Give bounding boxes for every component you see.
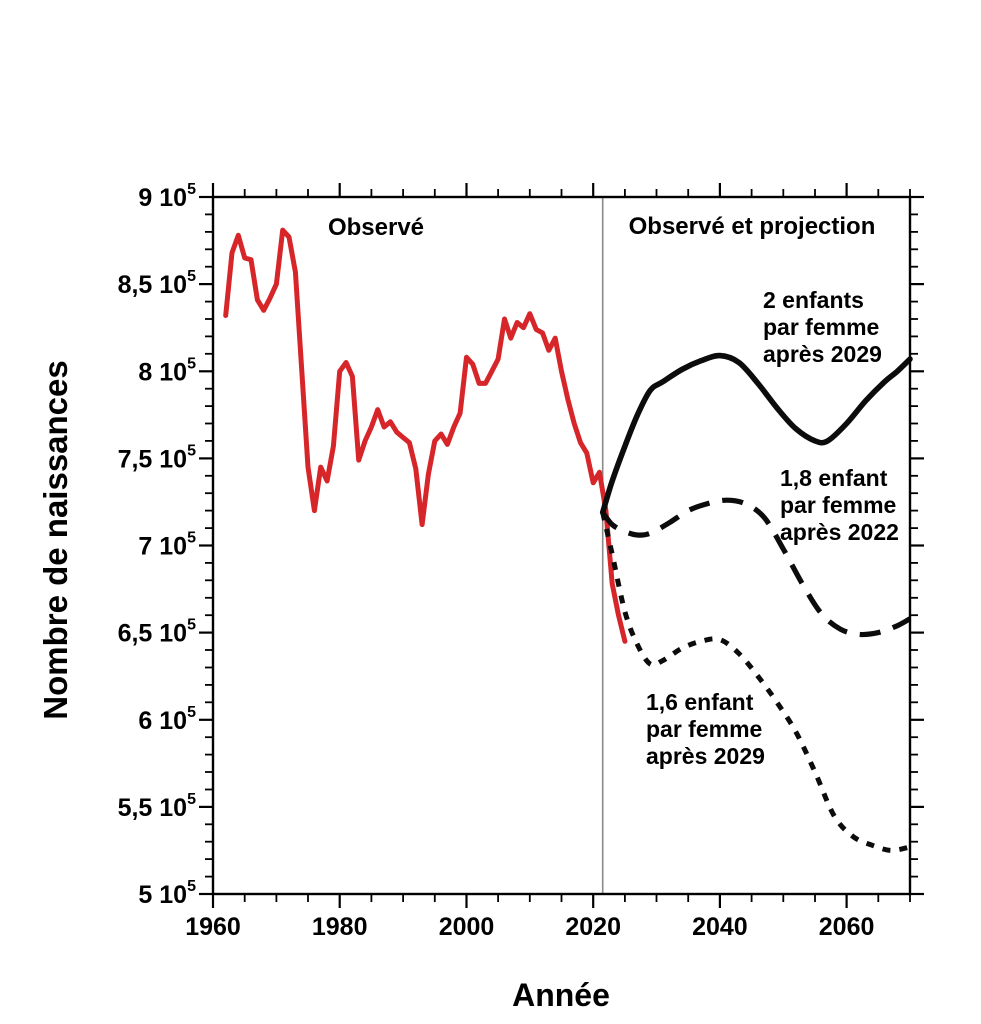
x-tick-label: 2060: [819, 913, 875, 941]
annotation-line: 1,8 enfant: [780, 465, 888, 491]
annotation-1-8-enfant: 1,8 enfant par femme après 2022: [780, 465, 899, 546]
axis-tick-labels: 1960 1980 2000 2020 2040 2060 9 105 8,5 105 8 10…: [118, 181, 875, 941]
axis-ticks: [199, 183, 924, 908]
y-tick-label: 5,5 105: [118, 791, 197, 822]
y-tick-label: 8,5 105: [118, 268, 197, 299]
annotation-line: après 2029: [646, 743, 765, 769]
x-tick-label: 1960: [185, 913, 241, 941]
annotation-2-enfants: 2 enfants par femme après 2029: [763, 287, 882, 368]
y-tick-label: 5 105: [138, 878, 196, 909]
x-tick-label: 2020: [565, 913, 621, 941]
x-tick-label: 2000: [439, 913, 495, 941]
y-tick-label: 6,5 105: [118, 617, 197, 648]
observed-region-label: Observé: [327, 214, 425, 241]
annotation-line: par femme: [646, 716, 763, 742]
annotation-line: après 2022: [780, 519, 899, 545]
y-tick-label: 7,5 105: [118, 442, 197, 473]
x-tick-label: 2040: [692, 913, 748, 941]
annotation-line: 1,6 enfant: [646, 689, 754, 715]
plot-border: [211, 195, 912, 896]
annotation-line: après 2029: [763, 341, 882, 367]
y-tick-label: 6 105: [138, 704, 196, 735]
y-tick-label: 9 105: [138, 181, 196, 212]
y-axis-title: Nombre de naissances: [37, 360, 74, 720]
x-axis-title: Année: [512, 977, 610, 1013]
y-tick-label: 8 105: [138, 355, 196, 386]
y-tick-label: 7 105: [138, 530, 196, 561]
annotation-1-6-enfant: 1,6 enfant par femme après 2029: [646, 689, 765, 770]
projection-region-label: Observé et projection: [628, 213, 876, 240]
annotation-line: par femme: [780, 492, 897, 518]
projection-1-6-line: [600, 511, 911, 853]
data-series: [223, 227, 913, 853]
annotation-line: par femme: [763, 314, 880, 340]
x-tick-label: 1980: [312, 913, 368, 941]
projection-2-0-line: [599, 352, 913, 516]
projection-1-8-line: [600, 497, 912, 638]
annotation-line: 2 enfants: [763, 287, 864, 313]
observed-line: [223, 227, 628, 644]
